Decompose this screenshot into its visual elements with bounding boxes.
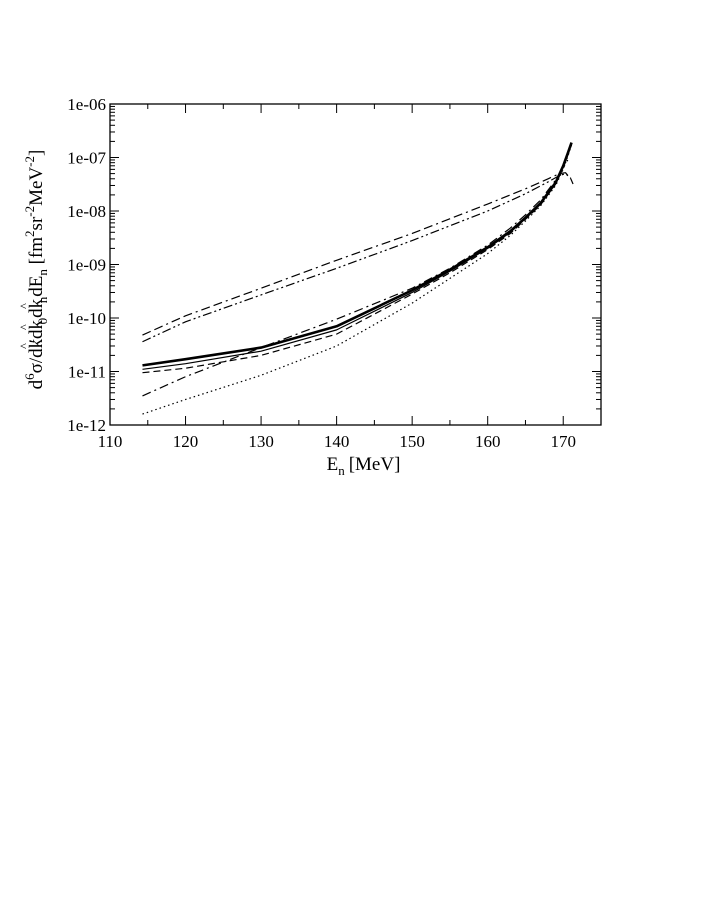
- y-axis-label-part: 2: [22, 230, 37, 237]
- series-line-dash-dot-dot: [142, 173, 572, 343]
- y-tick-label: 1e-08: [67, 202, 106, 221]
- y-axis-label-part: 6: [22, 373, 37, 380]
- plot-frame: [109, 103, 602, 426]
- x-tick-label: 150: [399, 432, 425, 451]
- y-axis-label-part: n: [35, 296, 50, 303]
- tick-layer: [109, 104, 602, 426]
- y-axis-label-part: dE: [26, 276, 47, 297]
- y-axis-label-part: n: [35, 269, 50, 276]
- y-axis-label-part: d: [26, 308, 47, 318]
- x-tick-label: 130: [248, 432, 274, 451]
- y-tick-label: 1e-07: [67, 149, 106, 168]
- y-axis-label-part: ^: [17, 324, 31, 330]
- y-axis-label-part: ^: [17, 343, 31, 349]
- x-tick-label: 170: [550, 432, 576, 451]
- y-axis-label-part: ]: [26, 150, 47, 156]
- y-axis-label-part: k: [26, 298, 47, 308]
- x-tick-label: 120: [173, 432, 199, 451]
- y-axis-label-part: ^: [17, 303, 31, 309]
- y-axis-label-part: sr: [26, 216, 47, 230]
- y-axis-label-part: [fm: [26, 237, 47, 269]
- y-axis-label-part: d: [26, 379, 47, 389]
- x-tick-label: 110: [98, 432, 123, 451]
- series-line-solid-thin: [142, 143, 573, 370]
- y-tick-label: 1e-12: [67, 416, 106, 435]
- y-axis-label-part: 0: [35, 318, 50, 325]
- x-axis-label: En [MeV]: [327, 454, 401, 478]
- y-axis-label-part: -2: [22, 206, 37, 217]
- y-axis-label-part: σ/d: [26, 348, 47, 374]
- series-line-dash-dash-dot: [142, 172, 574, 336]
- y-axis-label-part: -2: [22, 156, 37, 167]
- x-tick-label: 160: [475, 432, 501, 451]
- y-axis-label-part: ′d: [26, 329, 47, 343]
- series-layer: [142, 142, 574, 415]
- x-tick-label: 140: [324, 432, 350, 451]
- y-tick-label: 1e-10: [67, 309, 106, 328]
- y-tick-label: 1e-11: [68, 363, 106, 382]
- x-tick-labels: 110 120 130 140 150 160 170: [98, 432, 576, 451]
- x-axis-label-subscript: n: [338, 463, 345, 478]
- y-axis-label-part: k: [26, 320, 47, 330]
- y-axis-label: d6σ/dk^′dk^0dk^ndEn [fm2sr-2MeV-2]: [17, 150, 50, 390]
- series-line-dash-dot: [142, 159, 569, 397]
- series-line-dashed: [142, 144, 573, 374]
- x-axis-label-units: [MeV]: [349, 454, 401, 475]
- y-axis-label-part: k: [26, 338, 47, 348]
- y-axis-label-part: MeV: [26, 167, 47, 206]
- y-tick-label: 1e-09: [67, 256, 106, 275]
- x-axis-label-base: E: [327, 454, 339, 475]
- y-tick-labels: 1e-12 1e-11 1e-10 1e-09 1e-08 1e-07 1e-06: [67, 95, 106, 435]
- y-tick-label: 1e-06: [67, 95, 106, 114]
